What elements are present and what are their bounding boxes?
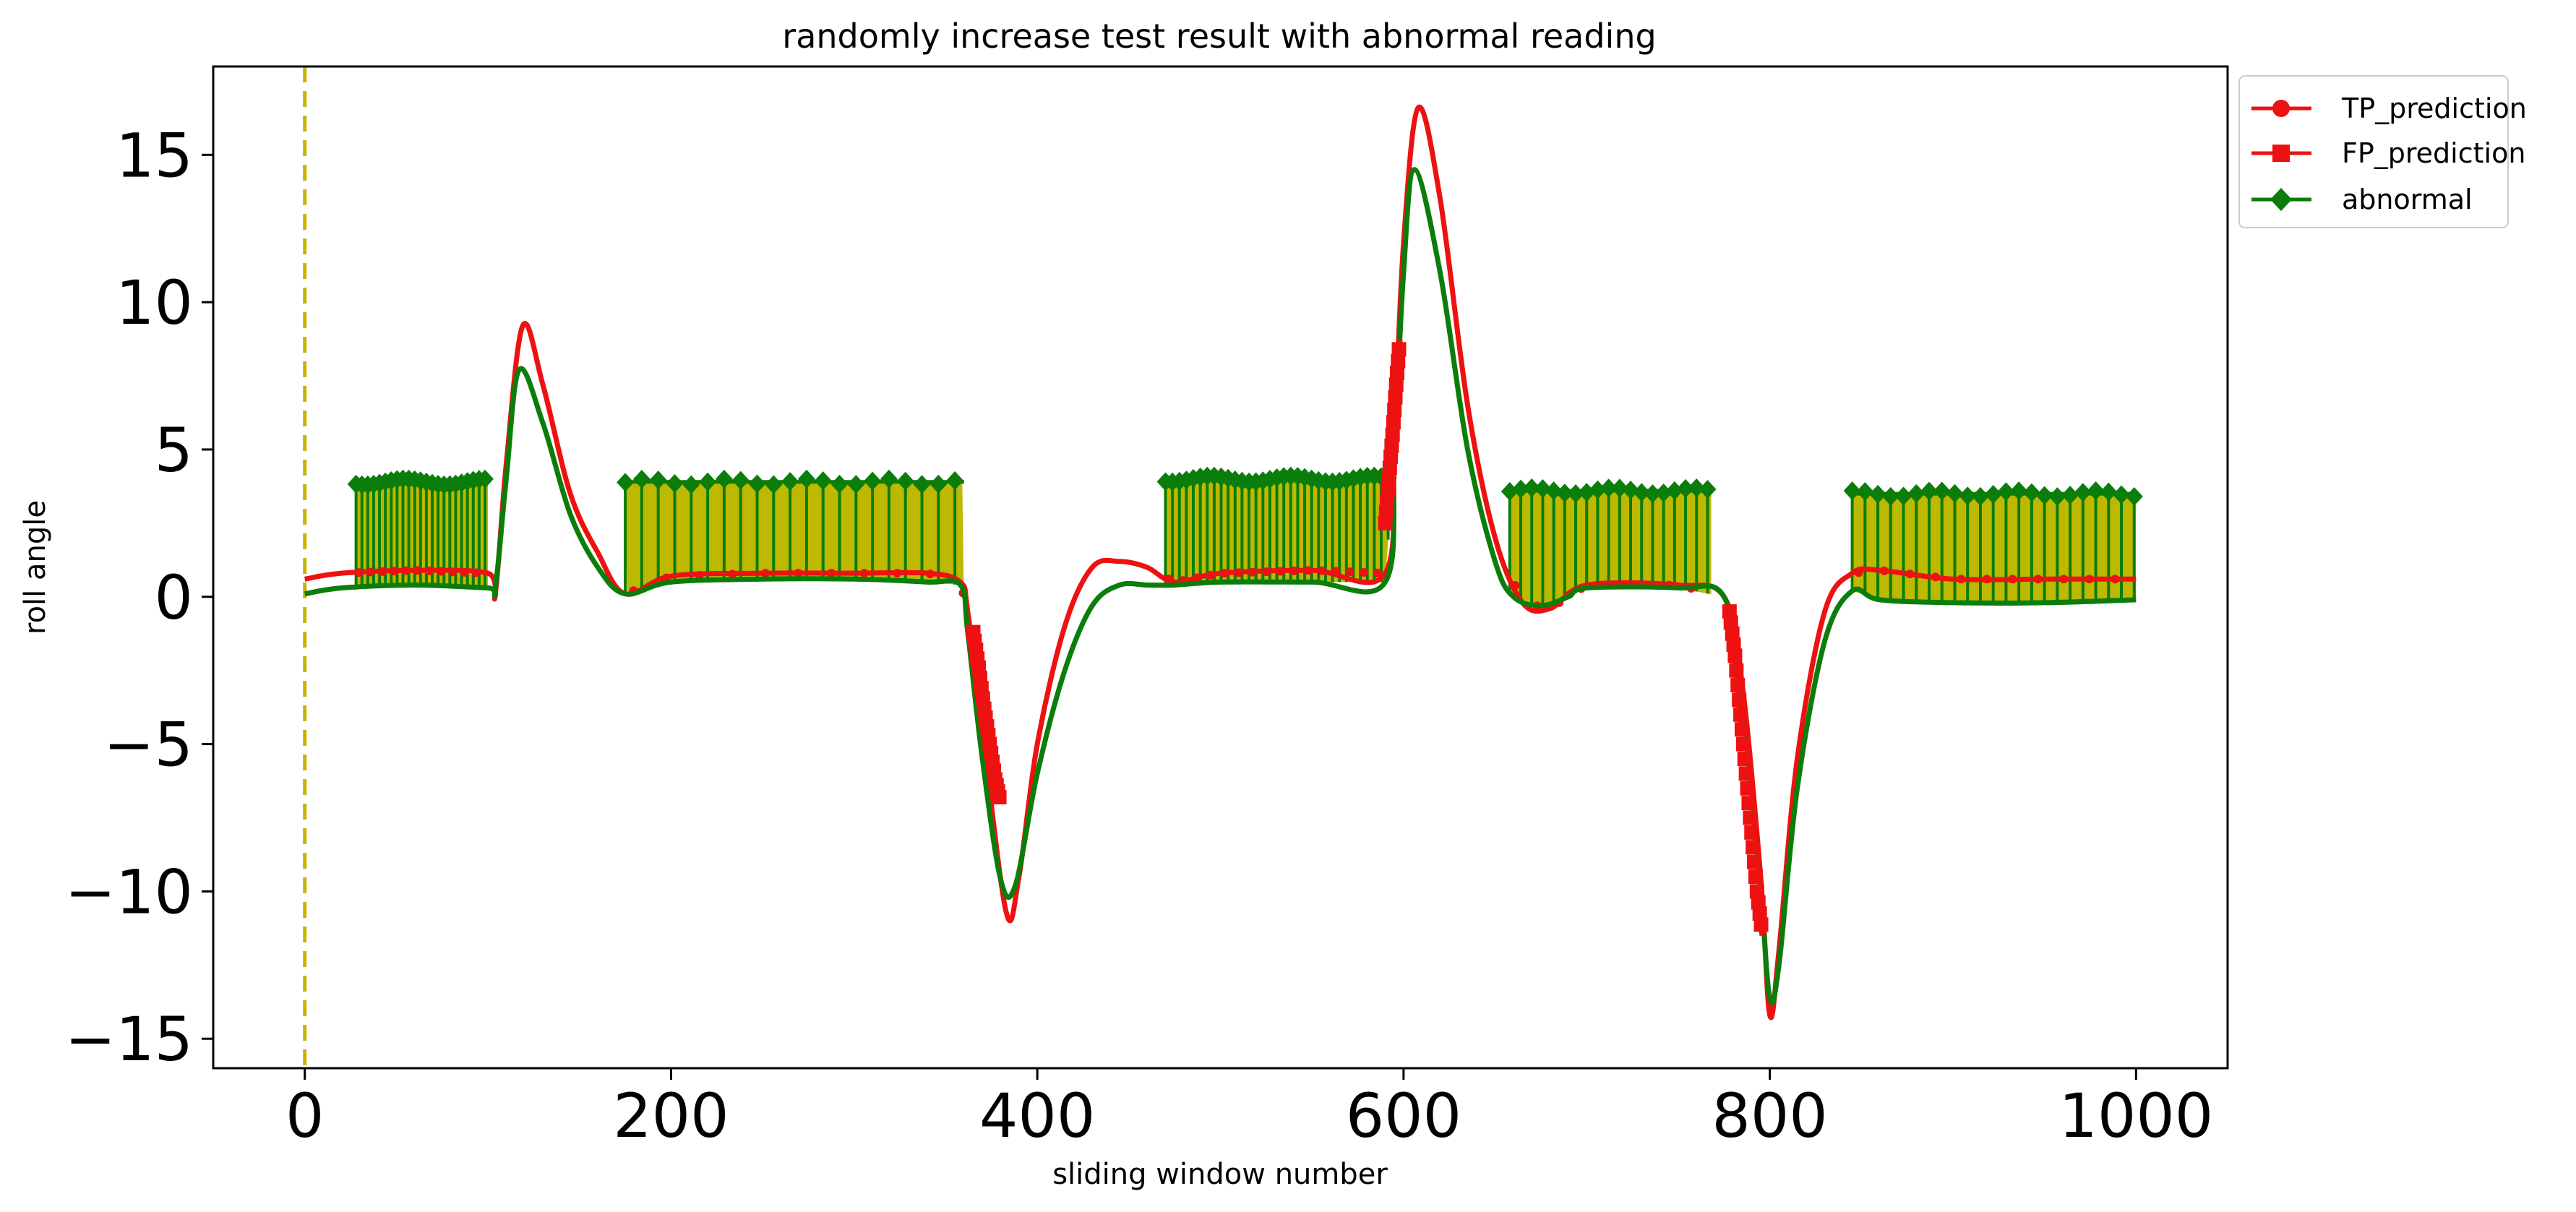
- fp-square-marker: [1730, 678, 1745, 692]
- x-tick-label: 200: [613, 1080, 729, 1151]
- fp-square-marker: [1754, 917, 1769, 932]
- fp-square-marker: [1386, 428, 1400, 442]
- y-tick-label: 10: [116, 267, 193, 338]
- x-tick-label: 1000: [2058, 1080, 2213, 1151]
- fp-square-marker: [1736, 737, 1751, 752]
- tp-point: [1346, 567, 1354, 576]
- x-tick-label: 600: [1346, 1080, 1461, 1151]
- x-tick-label: 0: [285, 1080, 324, 1151]
- legend-label-tp: TP_prediction: [2341, 93, 2527, 124]
- y-tick-label: 0: [155, 562, 193, 633]
- fp-square-marker: [1732, 692, 1746, 707]
- y-axis-label: roll angle: [19, 500, 52, 635]
- tp-point: [1360, 568, 1368, 577]
- y-tick-label: −15: [65, 1004, 193, 1075]
- fp-square-marker: [1746, 840, 1760, 854]
- chart-title: randomly increase test result with abnor…: [782, 17, 1656, 56]
- y-tick-label: 5: [155, 415, 193, 486]
- y-tick-label: −5: [103, 710, 193, 781]
- fp-square-marker: [1733, 708, 1748, 722]
- fp-square-marker: [1387, 403, 1401, 417]
- y-tick-label: −10: [65, 856, 193, 927]
- fp-square-marker: [1743, 811, 1757, 825]
- fp-square-marker: [992, 790, 1007, 804]
- legend: TP_prediction FP_prediction abnormal: [2239, 76, 2527, 228]
- fp-square-marker: [1729, 663, 1743, 678]
- fp-square-marker: [1744, 825, 1759, 840]
- abnormal-block: [1844, 481, 2143, 603]
- y-tick-label: 15: [116, 120, 193, 191]
- x-tick-label: 400: [979, 1080, 1095, 1151]
- fp-square-marker: [1388, 390, 1402, 405]
- legend-label-abnormal: abnormal: [2342, 184, 2473, 215]
- fp-square-marker: [1386, 415, 1401, 429]
- fp-square-marker: [1392, 342, 1407, 356]
- legend-marker-circle: [2272, 100, 2290, 117]
- legend-label-fp: FP_prediction: [2342, 137, 2525, 169]
- fp-square-marker: [1748, 869, 1763, 884]
- fp-square-marker: [1735, 722, 1749, 736]
- x-axis-label: sliding window number: [1052, 1158, 1388, 1191]
- fp-square-marker: [1727, 648, 1742, 663]
- fp-square-marker: [1739, 766, 1753, 781]
- legend-marker-square: [2272, 145, 2290, 162]
- x-tick-label: 800: [1712, 1080, 1827, 1151]
- fp-square-marker: [1738, 752, 1752, 766]
- fp-square-marker: [1740, 781, 1755, 796]
- fp-square-marker: [1741, 796, 1756, 810]
- abnormal-block: [1156, 467, 1396, 585]
- fp-square-marker: [1747, 855, 1761, 869]
